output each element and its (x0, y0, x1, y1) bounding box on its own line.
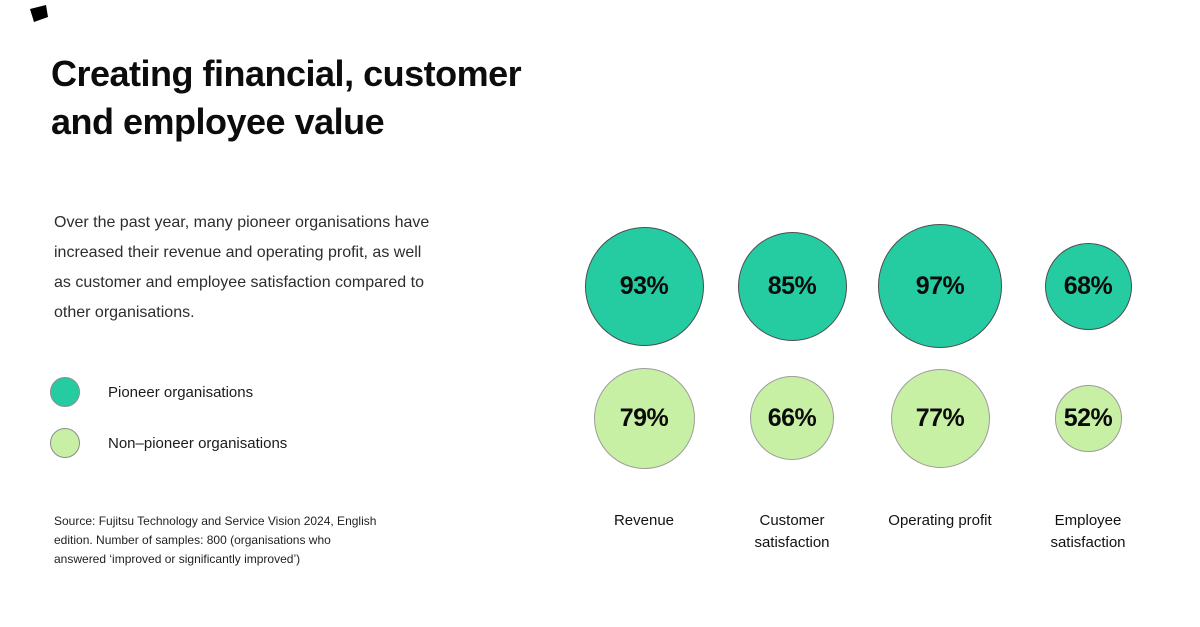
bubble-cell: 97% (866, 222, 1014, 350)
page-title-line-2: and employee value (51, 101, 385, 142)
source-line: answered ‘improved or significantly impr… (54, 552, 301, 566)
non-pioneer-circle-icon (50, 428, 80, 458)
category-label: Employee satisfaction (1050, 512, 1126, 551)
source-note: Source: Fujitsu Technology and Service V… (54, 512, 376, 569)
legend-item-pioneer: Pioneer organisations (50, 377, 287, 407)
non-pioneer-bubble: 77% (890, 368, 990, 468)
pioneer-bubble: 93% (584, 226, 704, 346)
brand-corner-mark-icon (30, 5, 48, 22)
bubble-cell: 85% (718, 222, 866, 350)
category-label: Revenue (613, 512, 675, 529)
legend-item-non-pioneer: Non–pioneer organisations (50, 428, 287, 458)
bubble-cell: 66% (718, 350, 866, 486)
source-line: edition. Number of samples: 800 (organis… (54, 533, 331, 547)
intro-text: Over the past year, many pioneer organis… (54, 208, 494, 328)
page-title: Creating financial, customer and employe… (51, 50, 522, 146)
non-pioneer-bubble: 79% (593, 367, 695, 469)
intro-line: Over the past year, many pioneer organis… (54, 214, 430, 231)
chart-column-revenue: 93% 79% Revenue (570, 222, 718, 554)
category-label: Customer satisfaction (754, 512, 830, 551)
pioneer-circle-icon (50, 377, 80, 407)
bubble-cell: 77% (866, 350, 1014, 486)
non-pioneer-bubble: 52% (1054, 384, 1122, 452)
chart-column-operating-profit: 97% 77% Operating profit (866, 222, 1014, 554)
bubble-chart: 93% 79% Revenue 85% 66% Customer satisfaction… (570, 222, 1162, 554)
bubble-cell: 68% (1014, 222, 1162, 350)
chart-column-employee-satisfaction: 68% 52% Employee satisfaction (1014, 222, 1162, 554)
pioneer-bubble: 85% (737, 231, 847, 341)
intro-line: increased their revenue and operating pr… (54, 244, 422, 261)
bubble-cell: 52% (1014, 350, 1162, 486)
pioneer-bubble: 68% (1044, 242, 1132, 330)
legend: Pioneer organisations Non–pioneer organi… (50, 377, 287, 479)
chart-column-customer-satisfaction: 85% 66% Customer satisfaction (718, 222, 866, 554)
intro-line: as customer and employee satisfaction co… (54, 274, 424, 291)
legend-label-pioneer: Pioneer organisations (108, 383, 254, 401)
legend-label-non-pioneer: Non–pioneer organisations (108, 434, 288, 452)
pioneer-bubble: 97% (878, 224, 1002, 348)
non-pioneer-bubble: 66% (750, 376, 834, 460)
bubble-cell: 79% (570, 350, 718, 486)
intro-line: other organisations. (54, 304, 195, 321)
page-title-line-1: Creating financial, customer (51, 53, 522, 94)
category-label: Operating profit (888, 512, 992, 529)
source-line: Source: Fujitsu Technology and Service V… (54, 514, 377, 528)
bubble-cell: 93% (570, 222, 718, 350)
